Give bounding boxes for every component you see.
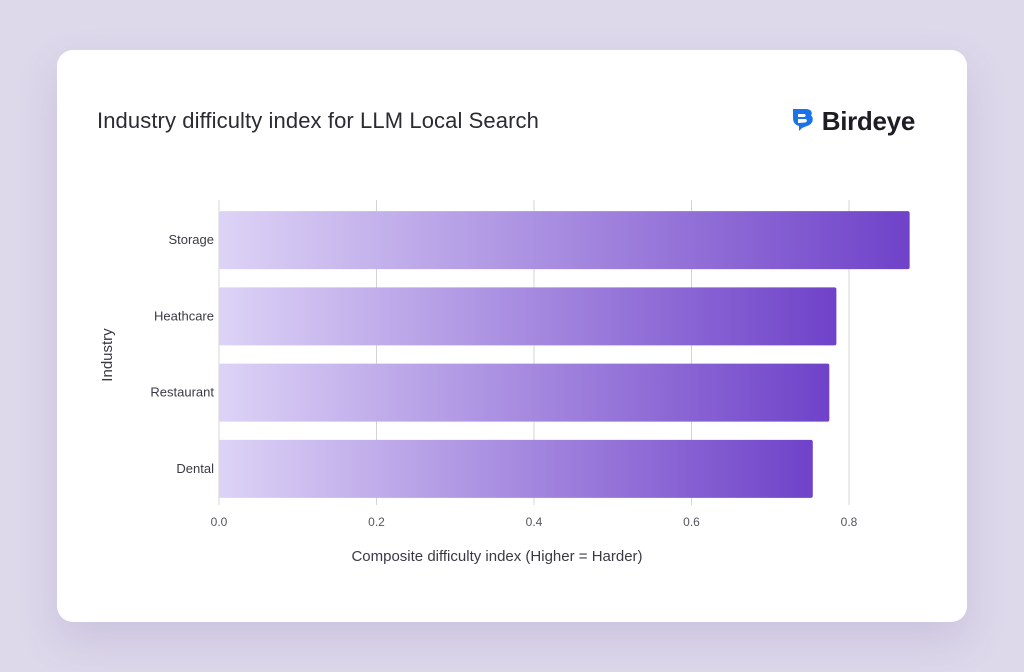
bar-restaurant — [219, 363, 830, 422]
birdeye-logo-icon — [790, 106, 816, 137]
y-axis-title: Industry — [99, 328, 116, 382]
x-axis-title: Composite difficulty index (Higher = Har… — [351, 548, 642, 565]
y-category-label: Storage — [168, 232, 214, 247]
y-category-label: Heathcare — [154, 308, 214, 323]
bar-storage — [219, 211, 910, 270]
page-title: Industry difficulty index for LLM Local … — [97, 108, 539, 133]
y-category-label: Restaurant — [150, 385, 214, 400]
brand-name: Birdeye — [821, 106, 916, 136]
x-tick-label: 0.0 — [211, 515, 228, 529]
bar-dental — [219, 439, 813, 498]
x-tick-label: 0.6 — [683, 515, 700, 529]
brand-logo: Birdeye — [790, 106, 915, 137]
x-tick-label: 0.4 — [526, 515, 543, 529]
y-category-label: Dental — [176, 461, 214, 476]
bar-heathcare — [219, 287, 837, 346]
x-tick-label: 0.8 — [841, 515, 858, 529]
x-tick-label: 0.2 — [368, 515, 385, 529]
